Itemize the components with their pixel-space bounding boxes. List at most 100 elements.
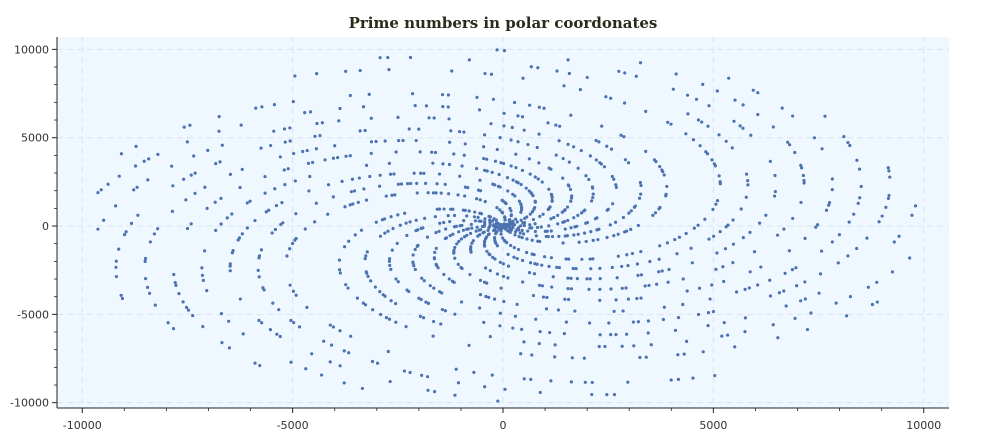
data-point (609, 333, 613, 337)
data-point (293, 179, 297, 183)
data-point (114, 259, 118, 263)
data-point (865, 236, 869, 240)
data-point (447, 277, 451, 281)
data-point (407, 289, 411, 294)
data-point (554, 123, 558, 127)
data-point (518, 231, 522, 235)
data-point (510, 125, 514, 130)
data-point (612, 309, 616, 313)
data-point (801, 173, 805, 178)
data-point (484, 236, 488, 241)
data-point (481, 231, 485, 235)
data-point (475, 95, 479, 99)
data-point (153, 303, 157, 307)
data-point (488, 220, 492, 225)
data-point (639, 192, 643, 196)
data-point (803, 297, 807, 301)
data-point (511, 192, 515, 196)
data-point (412, 264, 416, 268)
data-point (383, 139, 387, 143)
data-point (756, 112, 760, 117)
data-point (452, 213, 457, 218)
data-point (544, 307, 549, 311)
data-point (582, 356, 586, 360)
data-point (613, 220, 618, 224)
data-point (305, 148, 309, 153)
data-point (554, 153, 558, 157)
data-point (637, 196, 642, 200)
data-point (370, 359, 375, 364)
data-point (364, 163, 369, 168)
data-point (616, 254, 620, 258)
data-point (805, 327, 810, 332)
data-point (501, 262, 506, 266)
y-axis-ticks: -10000 -5000 0 5000 10000 (10, 43, 57, 410)
data-point (747, 286, 751, 290)
data-point (245, 226, 249, 230)
data-point (508, 206, 512, 210)
data-point (495, 206, 499, 210)
data-point (308, 174, 312, 179)
data-point (639, 273, 644, 277)
data-point (682, 352, 686, 356)
data-point (475, 197, 479, 201)
data-point (870, 302, 875, 307)
data-point (886, 196, 891, 201)
data-point (483, 220, 487, 224)
data-point (182, 125, 186, 129)
data-point (364, 254, 368, 258)
data-point (454, 367, 458, 371)
data-point (706, 324, 710, 328)
data-point (297, 325, 302, 329)
data-point (143, 259, 147, 263)
data-point (539, 225, 543, 229)
data-point (846, 140, 850, 145)
data-point (660, 168, 664, 172)
data-point (888, 175, 892, 179)
data-point (457, 230, 461, 234)
data-point (452, 280, 456, 284)
data-point (439, 191, 443, 195)
data-point (530, 238, 534, 242)
data-point (512, 100, 517, 105)
data-point (598, 277, 602, 281)
data-point (845, 314, 849, 318)
data-point (684, 231, 688, 236)
data-point (887, 193, 891, 198)
data-point (598, 298, 602, 302)
data-point (738, 124, 742, 128)
data-point (323, 158, 327, 162)
data-point (203, 249, 207, 253)
data-point (855, 246, 859, 251)
data-point (646, 331, 650, 335)
data-point (389, 267, 393, 271)
data-point (497, 172, 501, 177)
data-point (852, 212, 856, 216)
y-tick-label: 5000 (21, 132, 49, 145)
data-point (102, 218, 106, 222)
data-point (658, 164, 662, 169)
data-point (751, 88, 755, 92)
data-point (546, 121, 550, 125)
data-point (516, 247, 521, 252)
data-point (577, 240, 581, 244)
y-tick-label: 0 (42, 220, 49, 233)
data-point (566, 183, 570, 187)
data-point (275, 332, 279, 336)
data-point (482, 240, 487, 244)
data-point (435, 182, 439, 186)
data-point (214, 228, 218, 232)
data-point (527, 157, 531, 161)
data-point (591, 196, 595, 200)
data-point (588, 277, 592, 281)
data-point (365, 250, 369, 254)
data-point (527, 271, 532, 275)
data-point (717, 174, 721, 178)
data-point (721, 265, 725, 269)
data-point (483, 217, 487, 221)
data-point (406, 182, 410, 186)
data-point (549, 229, 553, 233)
data-point (638, 180, 643, 185)
data-point (379, 312, 383, 317)
data-point (590, 392, 594, 397)
